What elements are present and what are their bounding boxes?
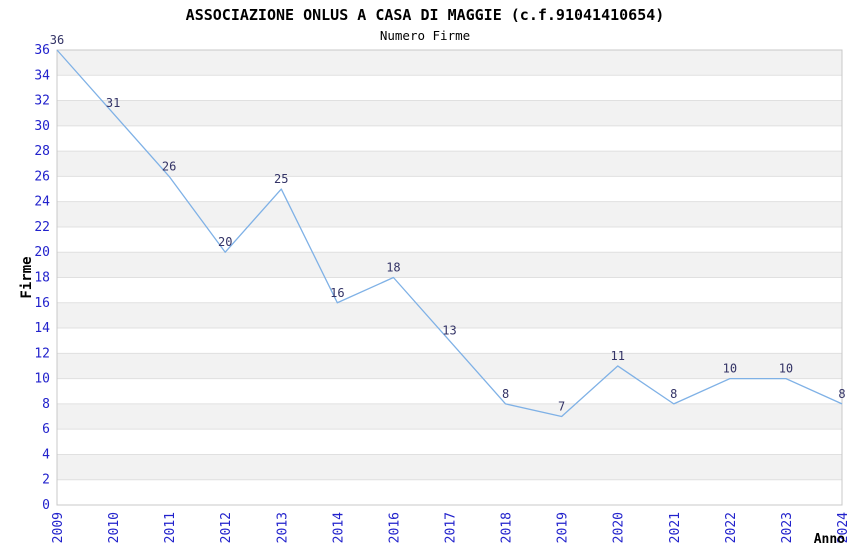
y-axis-tick-label: 14 — [34, 321, 50, 336]
point-value-label: 20 — [218, 235, 232, 249]
y-band — [57, 403, 842, 430]
y-axis-tick-label: 30 — [34, 119, 50, 134]
y-band — [57, 353, 842, 379]
y-axis-tick-label: 18 — [34, 271, 50, 286]
y-axis-tick-label: 0 — [42, 498, 50, 513]
point-value-label: 31 — [106, 96, 120, 110]
x-axis-title: Anno — [814, 532, 845, 547]
point-value-label: 13 — [442, 324, 456, 338]
x-axis-tick-label: 2021 — [668, 512, 683, 543]
x-axis-tick-label: 2011 — [163, 512, 178, 543]
y-axis-tick-label: 12 — [34, 346, 50, 361]
y-axis-tick-label: 28 — [34, 144, 50, 159]
x-axis-tick-label: 2009 — [51, 512, 66, 543]
x-axis-tick-label: 2016 — [387, 512, 402, 543]
x-axis-tick-label: 2013 — [275, 512, 290, 543]
x-axis-tick-label: 2020 — [612, 512, 627, 543]
y-band — [57, 302, 842, 329]
point-value-label: 25 — [274, 172, 288, 186]
point-value-label: 10 — [723, 362, 737, 376]
y-band — [57, 50, 842, 76]
chart-subtitle: Numero Firme — [379, 28, 471, 43]
y-axis-tick-label: 22 — [34, 220, 50, 235]
y-axis-tick-label: 26 — [34, 169, 50, 184]
point-value-label: 26 — [162, 159, 176, 173]
point-value-label: 8 — [670, 387, 677, 401]
point-value-label: 8 — [838, 387, 845, 401]
point-value-label: 16 — [330, 286, 344, 300]
y-band — [57, 454, 842, 480]
y-axis-tick-label: 2 — [42, 473, 50, 488]
y-axis-tick-label: 10 — [34, 372, 50, 387]
y-axis-title: Firme — [19, 256, 35, 298]
y-band — [57, 201, 842, 227]
point-value-label: 18 — [386, 261, 400, 275]
point-value-label: 11 — [610, 349, 624, 363]
y-axis-tick-label: 34 — [34, 68, 50, 83]
x-axis-tick-label: 2010 — [107, 512, 122, 543]
y-band — [57, 151, 842, 177]
y-axis-tick-label: 16 — [34, 296, 50, 311]
y-axis-tick-label: 4 — [42, 447, 50, 462]
y-axis-tick-label: 8 — [42, 397, 50, 412]
x-axis-tick-label: 2022 — [724, 512, 739, 543]
y-axis-tick-label: 36 — [34, 43, 50, 58]
y-band — [57, 252, 842, 278]
point-value-label: 7 — [558, 400, 565, 414]
y-axis-tick-label: 32 — [34, 94, 50, 109]
point-value-label: 10 — [779, 362, 793, 376]
plot-frame — [56, 49, 843, 506]
x-axis-tick-label: 2018 — [500, 512, 515, 543]
x-axis-tick-label: 2019 — [556, 512, 571, 543]
x-axis-tick-label: 2012 — [219, 512, 234, 543]
x-axis-tick-label: 2017 — [444, 512, 459, 543]
point-value-label: 8 — [502, 387, 509, 401]
chart-title: ASSOCIAZIONE ONLUS A CASA DI MAGGIE (c.f… — [185, 6, 665, 24]
x-axis-tick-label: 2024 — [836, 512, 850, 543]
y-axis-tick-label: 24 — [34, 195, 50, 210]
x-axis-tick-label: 2014 — [331, 512, 346, 543]
point-value-label: 36 — [50, 33, 64, 47]
y-band — [57, 100, 842, 126]
y-axis-tick-label: 6 — [42, 422, 50, 437]
x-axis-tick-label: 2023 — [780, 512, 795, 543]
data-line — [56, 49, 843, 418]
y-axis-tick-label: 20 — [34, 245, 50, 260]
